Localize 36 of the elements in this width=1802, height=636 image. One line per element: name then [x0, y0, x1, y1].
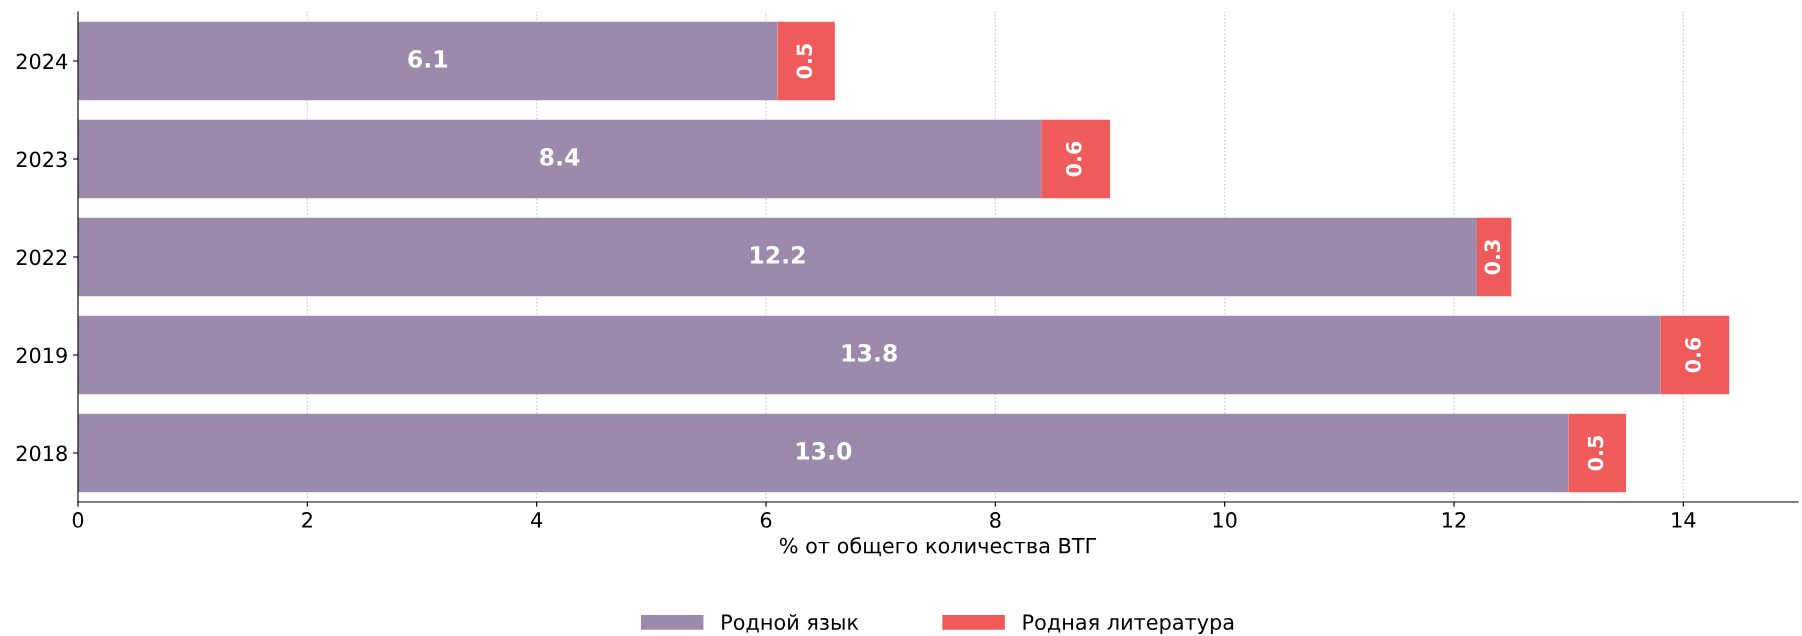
- bar: [78, 315, 1661, 395]
- bar: [78, 21, 778, 101]
- data-label: 8.4: [540, 147, 580, 166]
- bar: [78, 119, 1042, 199]
- x-tick-label: 4: [531, 512, 543, 528]
- data-label: 6.1: [408, 50, 448, 68]
- data-label: 0.5: [1587, 436, 1604, 471]
- x-tick-label: 2: [302, 512, 312, 528]
- bar: [1476, 217, 1512, 297]
- data-label: 13.8: [842, 343, 897, 362]
- data-label: 12.2: [751, 245, 805, 264]
- data-label: 0.6: [1685, 337, 1701, 373]
- y-tick-label: 2022: [16, 249, 67, 266]
- x-tick-label: 8: [990, 512, 1001, 528]
- data-label: 0.6: [1065, 141, 1082, 177]
- y-tick-label: 2024: [16, 53, 68, 70]
- bar: [1041, 119, 1110, 199]
- bar: [1660, 315, 1730, 395]
- data-label: 0.5: [796, 44, 813, 79]
- x-tick-label: 10: [1213, 512, 1237, 528]
- data-label: 13.0: [796, 441, 852, 460]
- x-tick-label: 14: [1672, 512, 1696, 528]
- legend-label: Родной язык: [722, 613, 859, 633]
- bar: [78, 217, 1477, 297]
- legend-label: Родная литература: [1023, 614, 1234, 635]
- y-tick-label: 2018: [16, 445, 67, 462]
- x-axis-title: % от общего количества ВТГ: [779, 537, 1097, 557]
- x-tick-label: 6: [760, 512, 772, 528]
- data-label: 0.3: [1484, 240, 1501, 275]
- x-tick-label: 0: [72, 512, 84, 528]
- bar: [78, 413, 1569, 493]
- bar: [1568, 413, 1626, 493]
- x-tick-label: 12: [1443, 512, 1466, 528]
- bar: [777, 21, 835, 101]
- y-tick-label: 2023: [16, 151, 67, 168]
- y-tick-label: 2019: [16, 347, 67, 364]
